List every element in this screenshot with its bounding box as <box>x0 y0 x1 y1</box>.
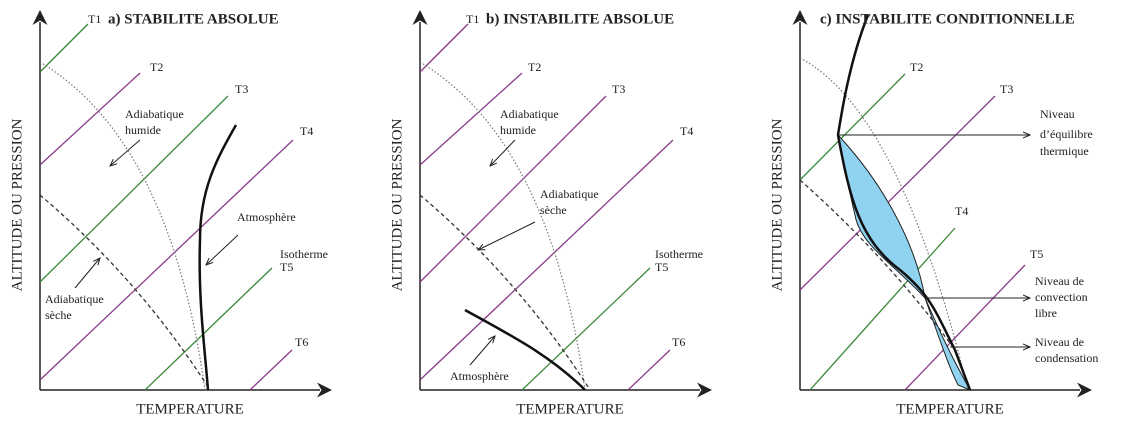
isotherm <box>419 95 607 283</box>
isotherm-label: T3 <box>235 82 248 96</box>
annotation: humide <box>125 123 161 137</box>
arrow <box>110 139 141 166</box>
x-axis-label: TEMPERATURE <box>516 401 624 417</box>
annotation: condensation <box>1035 351 1098 365</box>
isotherm-label: T6 <box>672 335 685 349</box>
isotherm <box>799 73 906 181</box>
isotherm-label: T1 <box>88 12 101 26</box>
annotation: Isotherme <box>655 247 703 261</box>
isotherm <box>39 95 229 283</box>
panel-title: b) INSTABILITE ABSOLUE <box>486 11 674 27</box>
dry-adiabat <box>419 194 591 391</box>
isotherm-label: T3 <box>612 82 625 96</box>
panel-title: c) INSTABILITE CONDITIONNELLE <box>820 11 1075 27</box>
isotherm-label: T5 <box>655 260 668 274</box>
atmosphere <box>464 308 586 391</box>
isotherm <box>809 227 956 391</box>
panel-a: T1 T2 T3 T4 T5 T6 a) STABILITE ABSOLUE T… <box>9 10 332 417</box>
isotherm-label: T4 <box>955 204 968 218</box>
x-axis-label: TEMPERATURE <box>136 401 244 417</box>
isotherm-label: T1 <box>466 12 479 26</box>
isotherm-label: T4 <box>300 124 313 138</box>
annotation: Niveau <box>1040 107 1075 121</box>
annotation: Adiabatique <box>500 107 559 121</box>
annotation: Adiabatique <box>125 107 184 121</box>
annotation: libre <box>1035 306 1057 320</box>
isotherm-label: T3 <box>1000 82 1013 96</box>
isotherm <box>144 267 273 391</box>
isotherm <box>39 72 141 166</box>
panel-title: a) STABILITE ABSOLUE <box>108 11 279 27</box>
arrow <box>206 234 239 265</box>
arrow <box>490 139 516 166</box>
isotherm-label: T2 <box>910 60 923 74</box>
annotation: Adiabatique <box>45 292 104 306</box>
annotation: sèche <box>540 203 567 217</box>
arrow <box>74 258 100 289</box>
annotation: humide <box>500 123 536 137</box>
dry-adiabat <box>39 194 211 391</box>
annotation: d’équilibre <box>1040 127 1093 141</box>
isotherm-label: T5 <box>280 260 293 274</box>
panel-c: T2 T3 T4 T5 c) INSTABILITE CONDITIONNELL… <box>769 10 1098 417</box>
arrow <box>478 221 536 250</box>
isotherm <box>627 349 671 391</box>
isotherm-label: T2 <box>150 60 163 74</box>
isotherm-label: T2 <box>528 60 541 74</box>
atmosphere <box>198 124 238 391</box>
annotation: Adiabatique <box>540 187 599 201</box>
isotherm <box>419 23 469 73</box>
arrow <box>469 336 495 366</box>
isotherm <box>39 23 89 73</box>
isotherm <box>419 139 674 381</box>
isotherm-label: T4 <box>680 124 693 138</box>
annotation: Atmosphère <box>450 369 509 383</box>
annotation: Niveau de <box>1035 274 1084 288</box>
y-axis-label: ALTITUDE OU PRESSION <box>9 118 25 291</box>
isotherm <box>799 95 996 291</box>
isotherm <box>39 139 294 381</box>
panel-b: T1 T2 T3 T4 T5 T6 b) INSTABILITE ABSOLUE… <box>389 10 712 417</box>
annotation: Niveau de <box>1035 335 1084 349</box>
annotation: sèche <box>45 308 72 322</box>
isotherm-label: T6 <box>295 335 308 349</box>
y-axis-label: ALTITUDE OU PRESSION <box>769 118 785 291</box>
isotherm-label: T5 <box>1030 247 1043 261</box>
atmosphere <box>836 14 972 391</box>
annotation: convection <box>1035 290 1088 304</box>
dry-adiabat <box>799 179 956 351</box>
isotherm <box>904 264 1026 391</box>
x-axis-label: TEMPERATURE <box>896 401 1004 417</box>
y-axis-label: ALTITUDE OU PRESSION <box>389 118 405 291</box>
isotherm <box>419 72 523 166</box>
isotherm <box>521 267 651 391</box>
annotation: Isotherme <box>280 247 328 261</box>
annotation: thermique <box>1040 144 1089 158</box>
moist-adiabat <box>799 57 969 391</box>
isotherm <box>249 349 293 391</box>
annotation: Atmosphère <box>237 210 296 224</box>
instability-area <box>837 133 972 392</box>
